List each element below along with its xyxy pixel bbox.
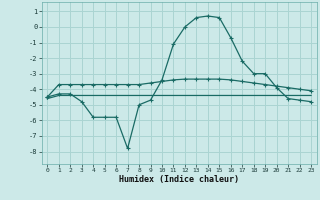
X-axis label: Humidex (Indice chaleur): Humidex (Indice chaleur): [119, 175, 239, 184]
